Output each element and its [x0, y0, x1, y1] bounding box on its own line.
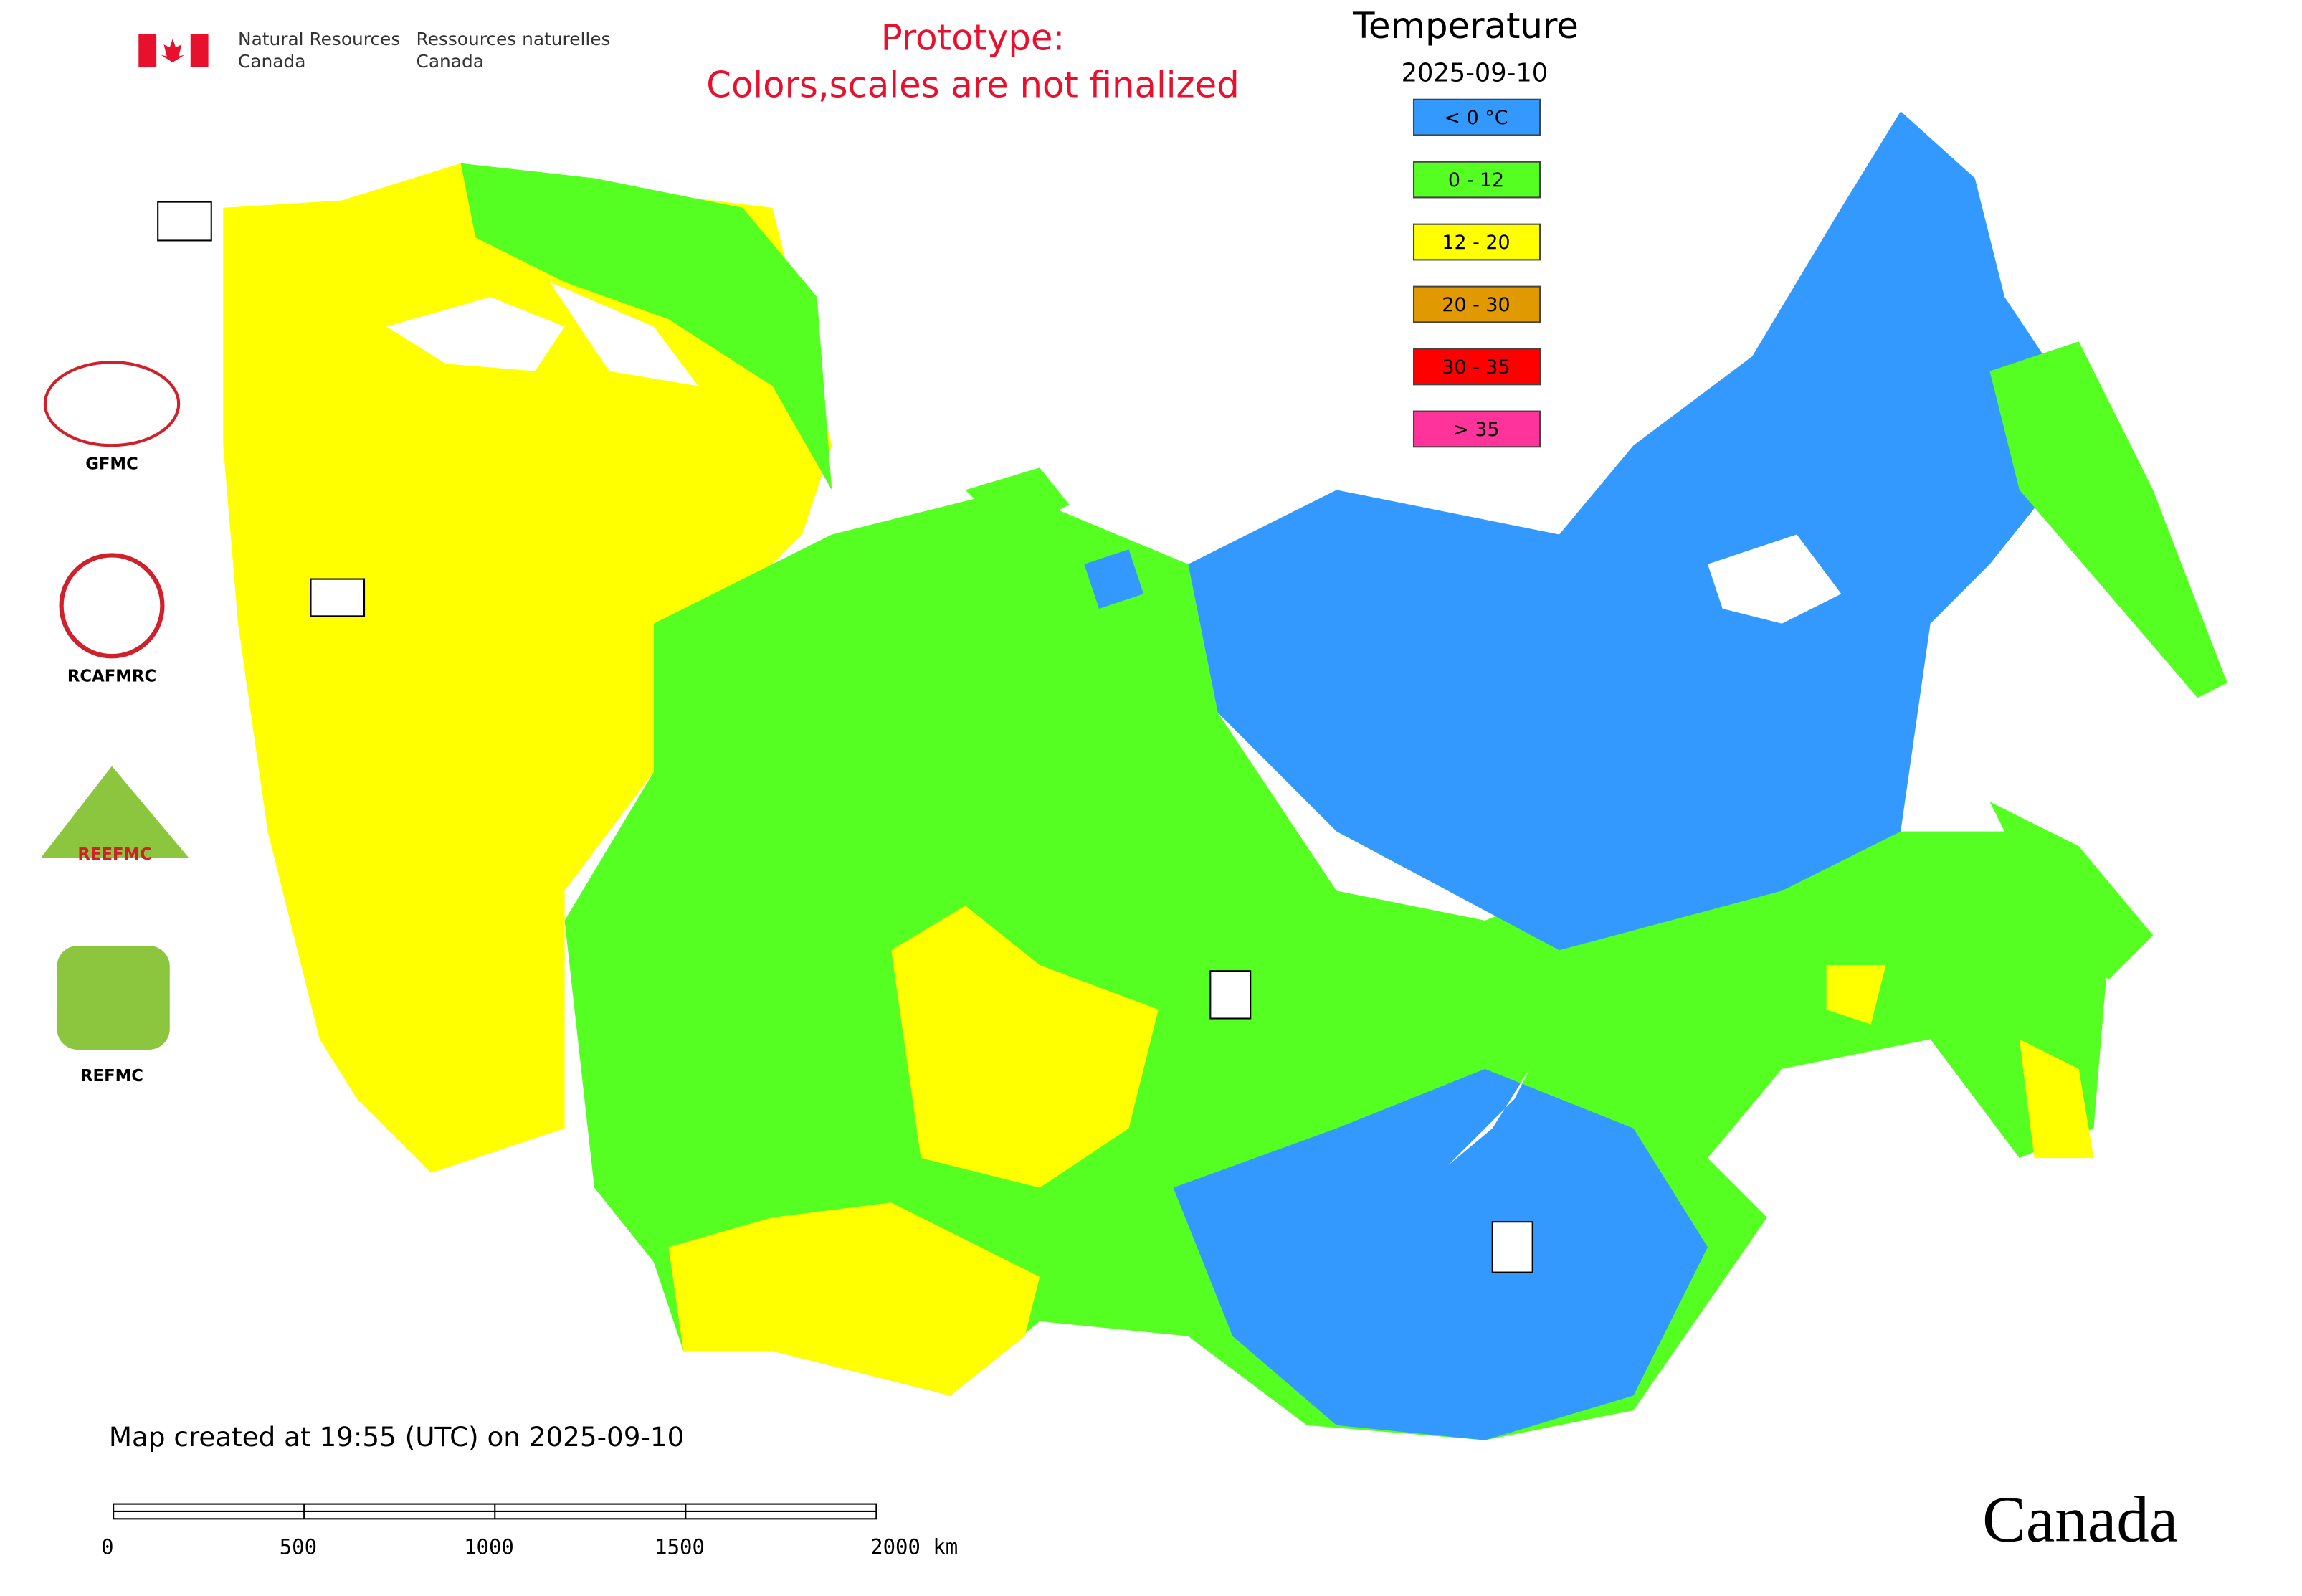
agency-fr: Ressources naturelles — [417, 29, 611, 49]
temperature-zone — [1989, 341, 2227, 698]
scale-label: 1000 — [464, 1535, 514, 1559]
scale-label: 1500 — [655, 1535, 705, 1559]
legend-label: 30 - 35 — [1442, 356, 1510, 379]
temperature-zone — [1826, 964, 1886, 1025]
legend-swatch — [1412, 98, 1541, 136]
flag-bar — [190, 34, 209, 67]
logo-gfmc — [43, 361, 181, 447]
legend-label: < 0 °C — [1444, 107, 1508, 129]
temperature-zone — [460, 163, 832, 490]
legend-swatch — [1412, 285, 1541, 323]
logo-reefmc — [40, 766, 189, 858]
agency-fr: Canada — [417, 51, 484, 72]
temperature-zone — [668, 1202, 1040, 1396]
legend-date: 2025-09-10 — [1402, 59, 1549, 88]
legend-swatch — [1412, 161, 1541, 199]
scale-bar: 0 500 1000 1500 2000 km — [101, 1503, 958, 1559]
logo-label: REFMC — [80, 1067, 143, 1086]
logo-rcafmrc — [59, 553, 165, 659]
legend-swatch — [1412, 348, 1541, 386]
temperature-zone — [1989, 802, 2154, 980]
maple-leaf — [161, 38, 185, 62]
legend-label: 20 - 30 — [1442, 294, 1510, 316]
scale-label: 500 — [280, 1535, 317, 1559]
map — [157, 111, 2227, 1440]
legend-label: 12 - 20 — [1442, 232, 1510, 254]
flag-bar — [138, 34, 157, 67]
scale-label: 0 — [101, 1535, 113, 1559]
agency-en: Natural Resources — [238, 29, 400, 49]
legend-label: 0 - 12 — [1448, 169, 1504, 191]
legend-label: > 35 — [1452, 419, 1499, 441]
legend-swatch — [1412, 410, 1541, 448]
logo-label: REEFMC — [77, 845, 152, 864]
canada-wordmark: Canada — [1982, 1483, 2178, 1556]
legend-swatch — [1412, 223, 1541, 261]
temperature-zone — [1173, 1068, 1708, 1440]
prototype-note: Prototype: — [881, 16, 1065, 58]
temperature-zone — [891, 906, 1159, 1188]
legend: < 0 °C 0 - 12 12 - 20 20 - 30 30 - 35 > 35 — [1412, 98, 1541, 448]
scale-label: 2000 km — [870, 1535, 958, 1559]
logo-refmc — [57, 946, 170, 1050]
logo-label: RCAFMRC — [67, 668, 156, 686]
temperature-zone — [965, 467, 1070, 535]
temperature-zone — [1084, 549, 1144, 609]
prototype-note: Colors,scales are not finalized — [706, 65, 1239, 106]
temperature-zone — [223, 163, 832, 1173]
created-note: Map created at 19:55 (UTC) on 2025-09-10 — [109, 1421, 684, 1453]
temperature-zone — [564, 490, 2109, 1440]
legend-title: Temperature — [1352, 5, 1579, 47]
agency-en: Canada — [238, 51, 305, 72]
logo-label: GFMC — [85, 455, 138, 474]
temperature-zone — [1188, 111, 2064, 951]
temperature-zone — [2019, 1039, 2094, 1159]
